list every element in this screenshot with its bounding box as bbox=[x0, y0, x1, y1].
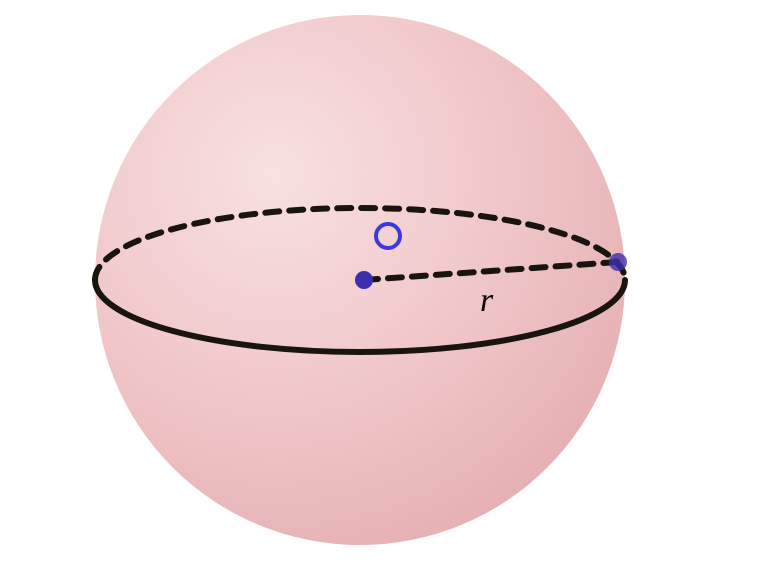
sphere-diagram: O r bbox=[0, 0, 780, 567]
equator-front bbox=[0, 0, 780, 567]
